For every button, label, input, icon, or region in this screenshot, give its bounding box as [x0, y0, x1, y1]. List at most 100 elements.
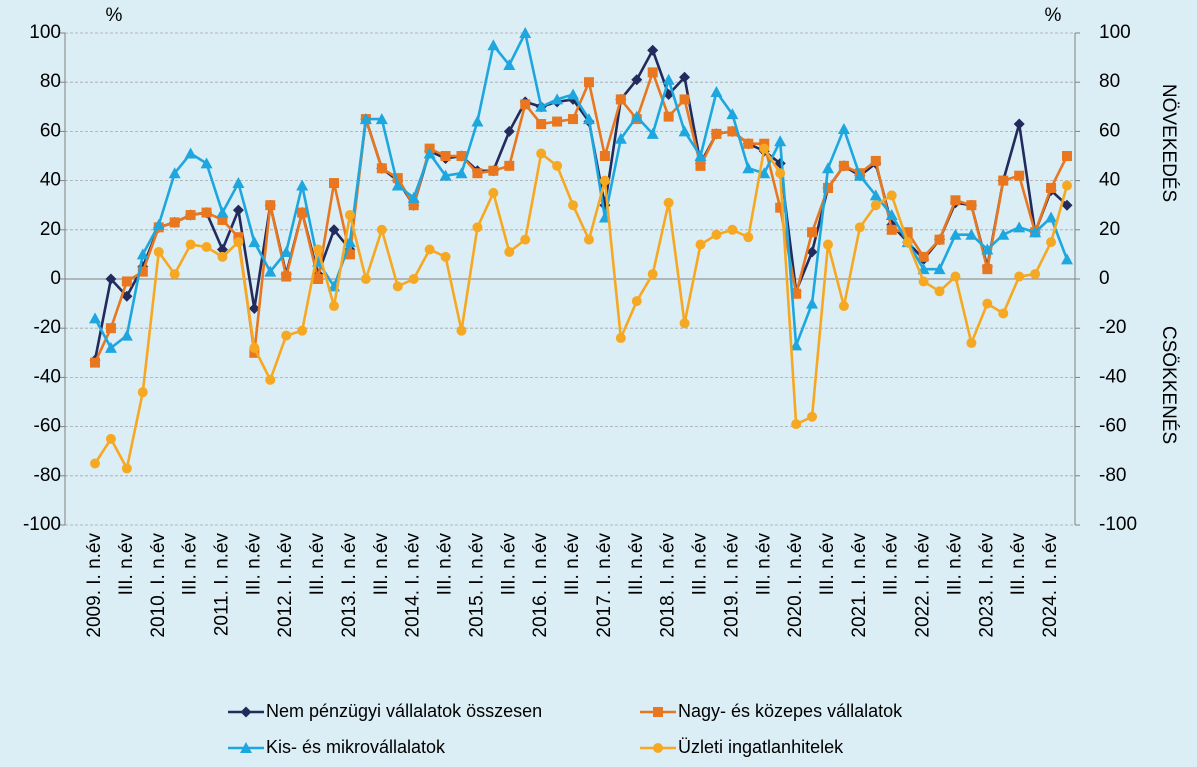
x-tick-label: 2019. I. n.év — [721, 533, 742, 638]
data-point — [678, 125, 691, 137]
x-tick-label: III. n.év — [817, 533, 838, 596]
data-point — [455, 167, 468, 179]
data-point — [104, 341, 117, 353]
data-point — [137, 266, 148, 277]
data-point — [185, 210, 196, 221]
data-point — [281, 271, 292, 282]
y2-axis-unit: % — [1045, 5, 1062, 26]
data-point — [297, 207, 308, 218]
x-tick-label: III. n.év — [307, 533, 328, 596]
data-point — [488, 165, 499, 176]
data-point — [520, 99, 531, 110]
data-point — [89, 312, 101, 324]
data-point — [359, 113, 372, 125]
x-tick-label: 2018. I. n.év — [658, 533, 679, 638]
x-tick-label: 2011. I. n.év — [211, 533, 232, 637]
data-point — [1061, 253, 1073, 265]
data-point — [184, 147, 197, 159]
data-point — [168, 167, 181, 179]
data-point — [727, 126, 738, 137]
x-tick-label: 2023. I. n.év — [976, 533, 997, 638]
data-point — [711, 229, 722, 240]
data-point — [567, 88, 580, 100]
data-point — [774, 135, 787, 147]
data-point — [886, 224, 897, 235]
data-point — [1030, 269, 1041, 280]
x-tick-label: 2017. I. n.év — [594, 533, 615, 638]
data-point — [105, 323, 116, 334]
data-point — [201, 242, 212, 253]
x-tick-label: 2014. I. n.év — [403, 533, 424, 638]
data-point — [313, 274, 324, 284]
data-point — [551, 93, 564, 105]
data-point — [536, 119, 547, 130]
y-tick-label: -80 — [34, 465, 61, 486]
data-point — [153, 246, 164, 257]
data-point — [695, 239, 706, 250]
data-point — [790, 339, 803, 351]
data-point — [807, 227, 818, 238]
x-tick-label: III. n.év — [944, 533, 965, 596]
x-tick-label: III. n.év — [371, 533, 392, 596]
data-point — [599, 175, 610, 186]
data-point — [933, 263, 946, 275]
data-point — [185, 239, 196, 250]
x-tick-label: 2015. I. n.év — [466, 533, 487, 638]
data-point — [918, 251, 929, 262]
data-point — [536, 148, 547, 159]
data-point — [615, 333, 626, 344]
y2-tick-label: 20 — [1099, 219, 1120, 240]
data-point — [775, 168, 786, 179]
data-point — [630, 110, 643, 122]
data-point — [885, 209, 898, 221]
data-point — [456, 325, 467, 336]
legend-label: Nem pénzügyi vállalatok összesen — [266, 701, 542, 721]
data-point — [376, 163, 387, 174]
data-point — [471, 115, 484, 127]
legend-marker — [240, 742, 252, 753]
data-point — [838, 301, 849, 312]
x-tick-label: 2010. I. n.év — [148, 533, 169, 638]
y-tick-label: 40 — [40, 170, 61, 191]
data-point — [136, 248, 149, 260]
data-point — [869, 189, 882, 201]
data-point — [934, 234, 945, 245]
data-point — [743, 232, 754, 243]
y2-tick-label: 0 — [1099, 268, 1110, 289]
y2-tick-label: 40 — [1099, 170, 1120, 191]
data-point — [248, 303, 260, 315]
y2-tick-label: -20 — [1099, 317, 1126, 338]
x-tick-label: III. n.év — [180, 533, 201, 596]
data-point — [582, 113, 595, 125]
data-point — [392, 173, 403, 184]
legend-marker — [240, 706, 252, 718]
legend-marker — [653, 743, 663, 753]
data-point — [710, 86, 723, 98]
data-point — [758, 167, 771, 179]
data-point — [646, 127, 659, 139]
data-point — [456, 151, 467, 161]
data-point — [950, 271, 961, 282]
data-point — [105, 273, 117, 285]
x-tick-label: III. n.év — [1008, 533, 1029, 596]
data-point — [966, 337, 977, 348]
data-point — [568, 200, 579, 211]
data-point — [743, 138, 754, 149]
data-point — [280, 245, 293, 257]
data-point — [1046, 237, 1057, 248]
data-point — [1014, 271, 1025, 282]
data-point — [583, 77, 594, 88]
data-point — [504, 246, 515, 257]
data-point — [1014, 170, 1025, 181]
data-point — [998, 308, 1009, 319]
legend-label: Üzleti ingatlanhitelek — [678, 737, 844, 757]
x-tick-label: III. n.év — [626, 533, 647, 596]
data-point — [200, 157, 213, 169]
y-tick-label: -100 — [23, 514, 61, 535]
data-point — [853, 169, 866, 181]
data-point — [870, 200, 881, 211]
data-point — [614, 132, 627, 144]
data-point — [1046, 182, 1057, 193]
data-point — [982, 298, 993, 309]
decline-label: CSÖKKENÉS — [1158, 326, 1179, 444]
